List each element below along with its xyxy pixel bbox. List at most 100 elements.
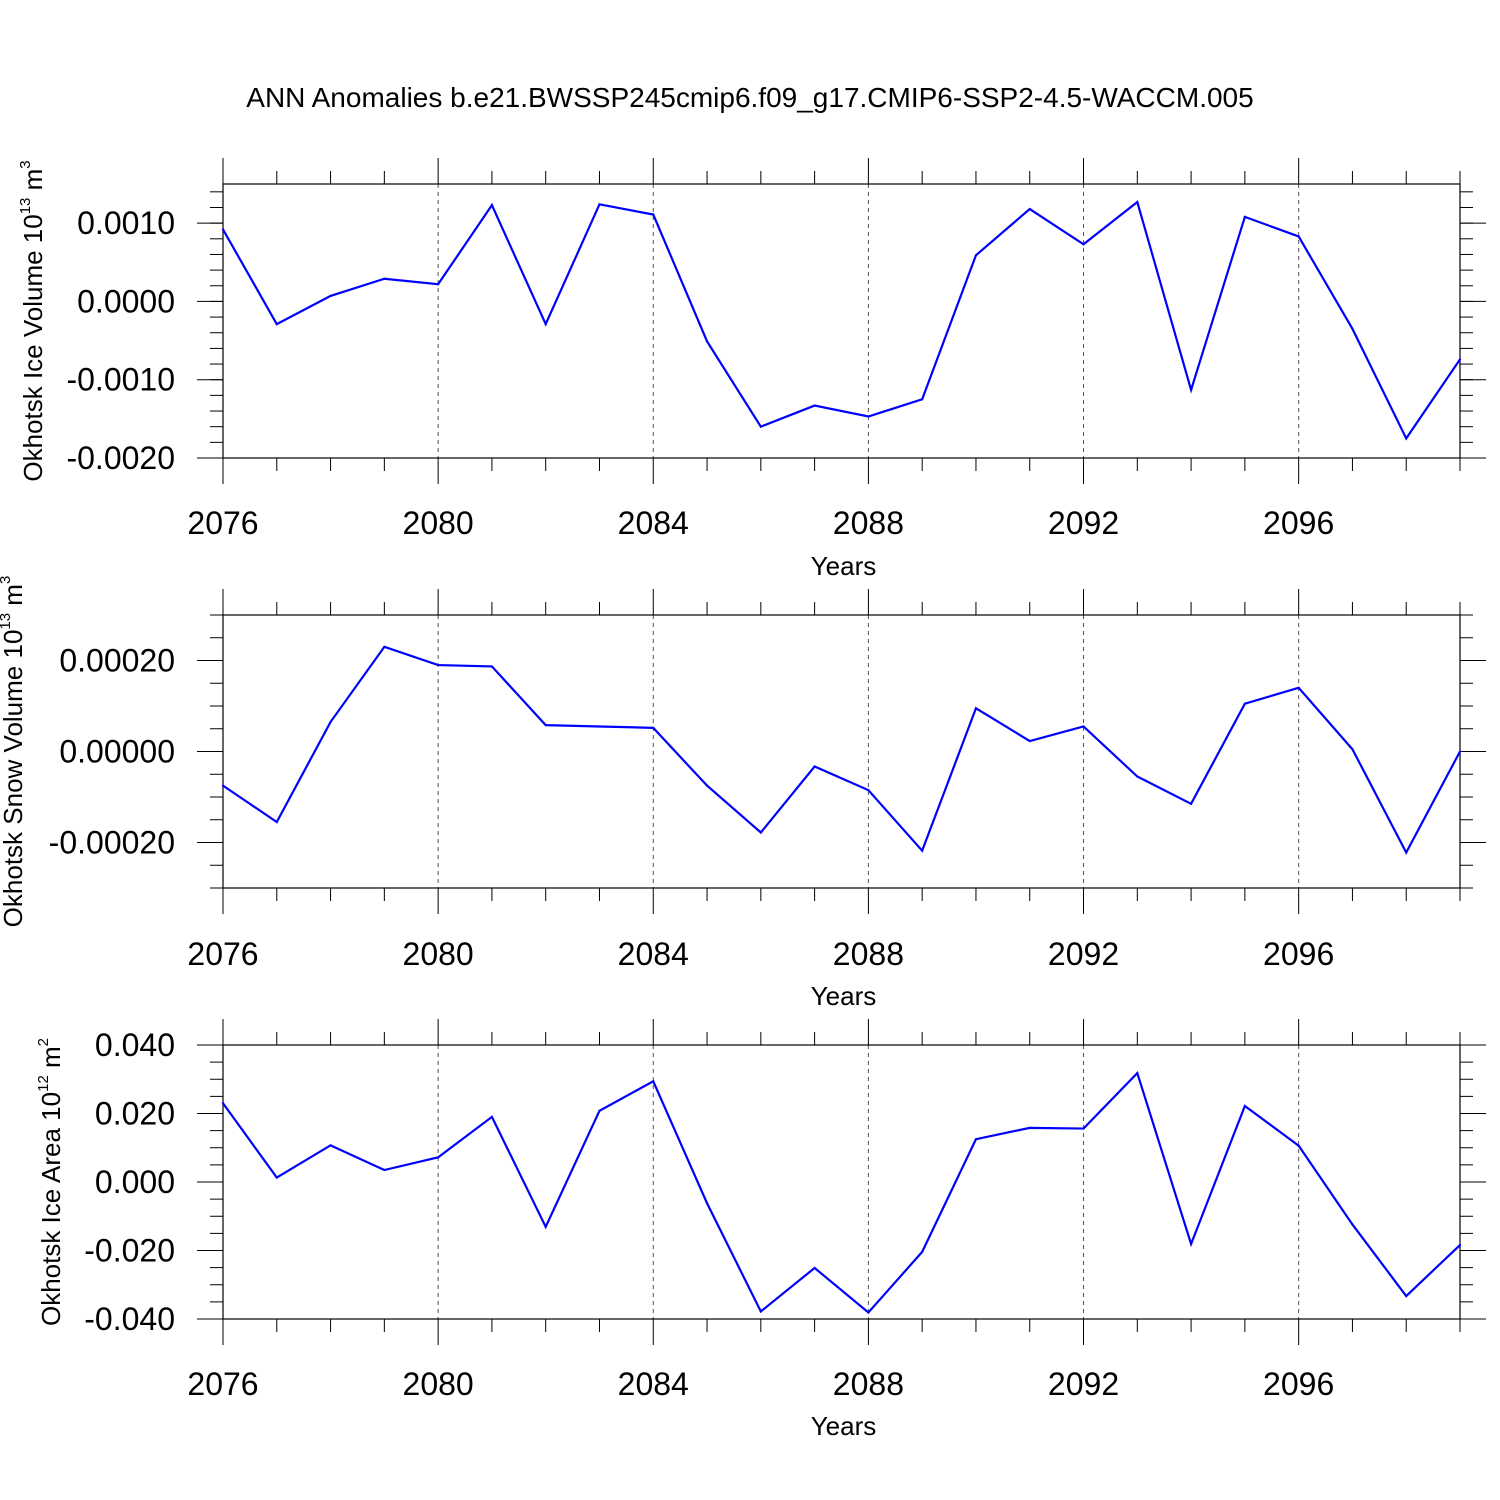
- ice-area-plot-frame: [222, 1044, 1461, 1320]
- ice-area-data-point: [598, 1109, 601, 1112]
- ice-area-data-point: [1297, 1144, 1300, 1147]
- snow-volume-data-point: [921, 849, 924, 852]
- snow-volume-data-point: [1297, 686, 1300, 689]
- ice-volume-y-tick-label: 0.0000: [77, 283, 175, 319]
- ice-area-x-tick-label: 2088: [833, 1366, 904, 1402]
- snow-volume-data-point: [1136, 775, 1139, 778]
- ice-area-data-point: [1136, 1071, 1139, 1075]
- ice-volume-data-point: [383, 277, 386, 280]
- ice-volume-plot-frame: [222, 183, 1461, 459]
- ice-volume-data-point: [1297, 235, 1300, 238]
- ice-area-x-tick-label: 2076: [187, 1366, 258, 1402]
- ice-volume-data-point: [1082, 243, 1085, 246]
- ice-area-data-point: [1028, 1126, 1031, 1129]
- ice-area-y-label-part: Okhotsk Ice Area 10: [36, 1092, 66, 1326]
- ice-volume-y-tick-label: -0.0020: [66, 440, 175, 476]
- ice-area-data-point: [383, 1168, 386, 1172]
- snow-volume-data-point: [1405, 851, 1408, 854]
- ice-volume-data-point: [759, 425, 762, 428]
- ice-area-data-point: [437, 1156, 440, 1159]
- ice-volume-data-point: [275, 323, 278, 326]
- snow-volume-y-tick-label: -0.00020: [49, 825, 175, 861]
- snow-volume-y-label-part: Okhotsk Snow Volume 10: [0, 630, 28, 928]
- ice-area-data-point: [221, 1102, 225, 1105]
- ice-volume-x-tick-label: 2080: [403, 505, 474, 541]
- ice-volume-data-point: [705, 340, 709, 343]
- ice-area-x-tick-label: 2080: [403, 1366, 474, 1402]
- ice-volume-x-tick-label: 2092: [1048, 505, 1119, 541]
- ice-area-data-point: [1243, 1104, 1246, 1108]
- snow-volume-data-point: [1082, 725, 1085, 728]
- ice-volume-data-point: [544, 323, 547, 326]
- ice-area-data-point: [544, 1225, 547, 1228]
- snow-volume-data-point: [867, 789, 870, 792]
- snow-volume-data-point: [490, 665, 494, 668]
- ice-volume-data-point: [1405, 437, 1408, 440]
- ice-volume-data-point: [221, 228, 225, 231]
- ice-area-data-point: [921, 1250, 924, 1253]
- ice-area-y-axis-label: Okhotsk Ice Area 1012 m2: [35, 1038, 66, 1326]
- snow-volume-data-point: [974, 707, 978, 710]
- ice-area-data-point: [1189, 1242, 1193, 1246]
- ice-area-y-tick-label: 0.040: [95, 1027, 175, 1063]
- ice-area-y-tick-label: -0.040: [84, 1301, 175, 1337]
- snow-volume-data-point: [813, 765, 816, 768]
- ice-area-data-point: [867, 1311, 870, 1314]
- snow-volume-y-label-superscript: 13: [0, 613, 14, 630]
- ice-area-y-label-superscript: 12: [35, 1075, 52, 1092]
- snow-volume-y-label-part: m: [0, 584, 28, 613]
- ice-volume-data-point: [652, 213, 655, 216]
- snow-volume-data-point: [652, 726, 655, 729]
- ice-volume-data-point: [490, 204, 494, 207]
- ice-volume-data-point: [921, 398, 924, 401]
- ice-area-data-point: [974, 1138, 978, 1141]
- snow-volume-y-axis-label: Okhotsk Snow Volume 1013 m3: [0, 576, 28, 928]
- ice-area-panel: 0.040 0.020 0.000 -0.020 -0.040 2076 2080 2084 2…: [35, 1019, 1486, 1441]
- snow-volume-y-tick-label: 0.00020: [59, 643, 175, 679]
- ice-volume-x-tick-label: 2096: [1263, 505, 1334, 541]
- ice-volume-data-point: [974, 254, 978, 257]
- ice-volume-data-point: [1136, 200, 1139, 204]
- ice-area-data-point: [329, 1144, 332, 1147]
- ice-volume-data-point: [1243, 215, 1246, 218]
- snow-volume-data-point: [383, 645, 386, 648]
- snow-volume-data-point: [221, 784, 225, 787]
- snow-volume-panel: 0.00020 0.00000 -0.00020 2076 2080 2084 2088 20…: [0, 576, 1486, 1011]
- snow-volume-data-point: [1028, 739, 1031, 743]
- snow-volume-x-tick-label: 2088: [833, 936, 904, 972]
- ice-area-data-point: [1351, 1223, 1354, 1226]
- ice-volume-y-axis-label: Okhotsk Ice Volume 1013 m3: [17, 160, 48, 481]
- ice-area-data-point: [1458, 1243, 1462, 1247]
- snow-volume-x-tick-label: 2080: [403, 936, 474, 972]
- snow-volume-data-point: [598, 725, 601, 728]
- snow-volume-data-point: [759, 831, 762, 834]
- snow-volume-data-point: [544, 724, 547, 727]
- snow-volume-series-line: [222, 645, 1461, 855]
- ice-volume-data-point: [1028, 207, 1031, 211]
- figure-title: ANN Anomalies b.e21.BWSSP245cmip6.f09_g1…: [246, 82, 1253, 113]
- snow-volume-y-tick-label: 0.00000: [59, 734, 175, 770]
- ice-volume-x-tick-label: 2076: [187, 505, 258, 541]
- ice-volume-y-label-superscript: 3: [17, 160, 34, 168]
- ice-area-x-tick-label: 2096: [1263, 1366, 1334, 1402]
- ice-volume-x-tick-label: 2088: [833, 505, 904, 541]
- snow-volume-x-axis-label: Years: [811, 981, 877, 1011]
- ice-volume-data-point: [813, 404, 816, 407]
- ice-volume-data-point: [867, 415, 870, 418]
- ice-area-series-line: [222, 1070, 1461, 1315]
- snow-volume-data-point: [705, 784, 709, 787]
- ice-area-data-point: [275, 1176, 278, 1179]
- ice-area-data-point: [759, 1310, 762, 1313]
- ice-area-y-tick-label: 0.020: [95, 1096, 175, 1132]
- ice-area-data-point: [813, 1266, 816, 1270]
- snow-volume-data-point: [1351, 748, 1354, 751]
- ice-volume-panel: 0.0010 0.0000 -0.0010 -0.0020 2076 2080 2084 20…: [17, 158, 1486, 581]
- ice-area-y-tick-label: 0.000: [95, 1164, 175, 1200]
- ice-area-x-tick-label: 2084: [618, 1366, 689, 1402]
- ice-area-y-label-part: m: [36, 1046, 66, 1075]
- ice-volume-y-label-superscript: 13: [17, 198, 34, 215]
- ice-volume-data-point: [598, 203, 601, 206]
- snow-volume-x-tick-label: 2076: [187, 936, 258, 972]
- ice-volume-x-axis-label: Years: [811, 551, 877, 581]
